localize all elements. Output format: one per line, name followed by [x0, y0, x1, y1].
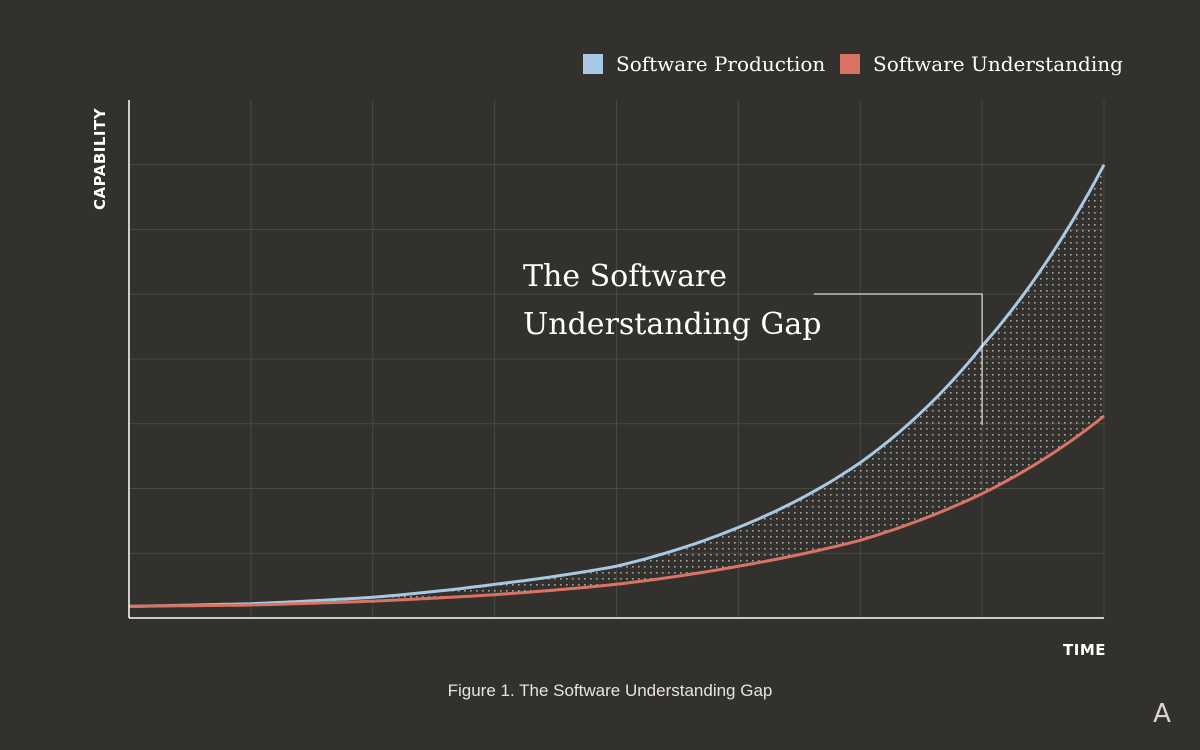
brand-logo: A [1153, 699, 1171, 729]
legend-label-software-production: Software Production [616, 52, 825, 76]
legend-swatch-software-production [583, 54, 603, 74]
series-line-software-understanding [129, 414, 1105, 608]
legend-swatch-software-understanding [840, 54, 860, 74]
series-line-software-production [129, 163, 1106, 608]
understanding-gap-area [129, 164, 1104, 607]
legend-label-software-understanding: Software Understanding [873, 52, 1123, 76]
annotation: The Software Understanding Gap [523, 259, 983, 425]
annotation-line-2: Understanding Gap [523, 307, 821, 342]
legend: Software Production Software Understandi… [583, 52, 1123, 76]
annotation-leader-line [814, 293, 983, 425]
figure-caption: Figure 1. The Software Understanding Gap [448, 681, 773, 700]
axes [128, 100, 1104, 619]
gridlines [129, 100, 1105, 618]
x-axis-label: TIME [1063, 641, 1106, 659]
y-axis-label: CAPABILITY [91, 107, 109, 210]
annotation-line-1: The Software [523, 259, 727, 294]
